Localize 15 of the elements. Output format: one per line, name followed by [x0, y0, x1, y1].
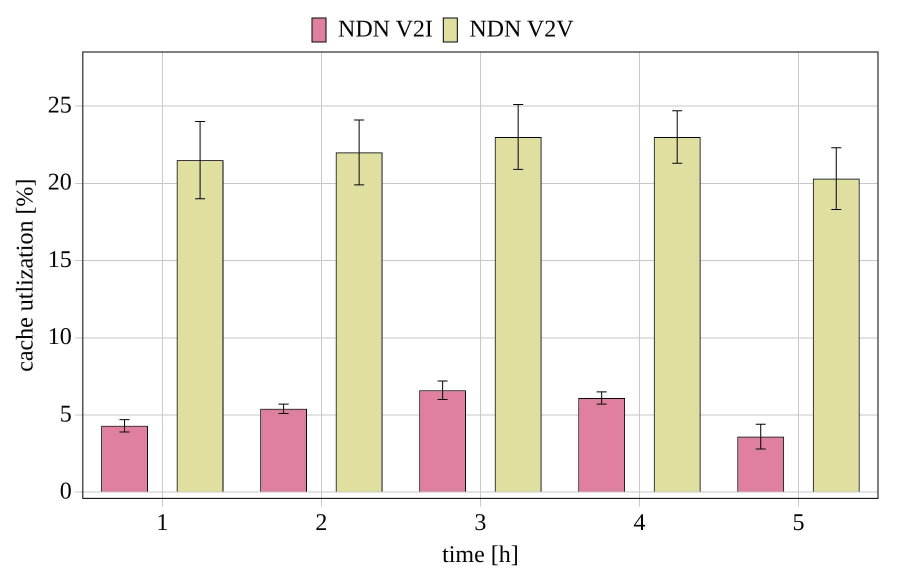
y-tick-label: 0	[60, 478, 72, 505]
x-axis-title: time [h]	[442, 542, 519, 568]
y-axis-title: cache utlization [%]	[12, 178, 39, 372]
y-tick-label: 15	[48, 246, 72, 273]
x-tick-label: 1	[156, 510, 168, 536]
legend-label: NDN V2I	[338, 16, 433, 42]
x-tick-label: 4	[633, 510, 646, 536]
x-tick-label: 5	[792, 510, 804, 536]
legend-label: NDN V2V	[469, 16, 574, 42]
x-tick-label: 3	[474, 510, 486, 536]
y-tick-label: 5	[60, 401, 72, 428]
y-tick-label: 20	[48, 170, 72, 196]
y-tick-label: 10	[48, 324, 72, 350]
x-tick-label: 2	[315, 510, 328, 536]
y-tick-label: 25	[48, 92, 72, 118]
